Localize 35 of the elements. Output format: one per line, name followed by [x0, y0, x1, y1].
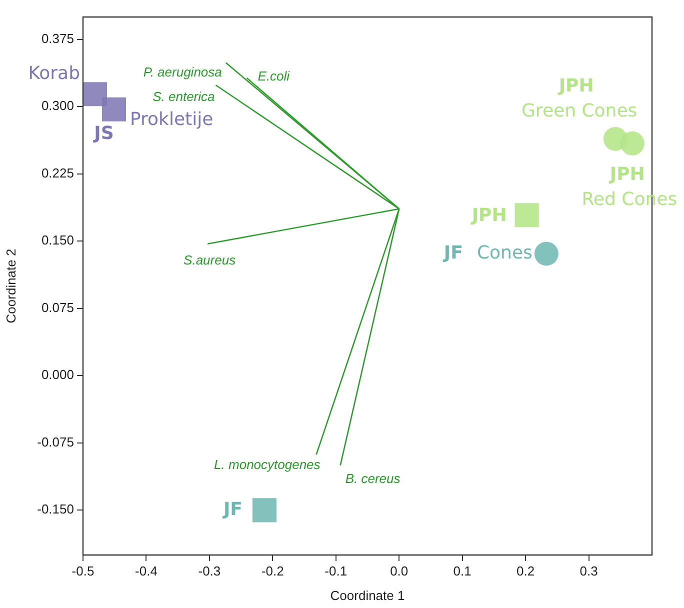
- annotation: JPH: [608, 164, 645, 186]
- x-tick-label: -0.4: [135, 563, 158, 578]
- series-label: S. enterica: [152, 88, 215, 104]
- x-tick-label: 0.1: [453, 563, 472, 578]
- x-tick-label: -0.2: [261, 563, 284, 578]
- y-tick-label: 0.150: [41, 232, 74, 248]
- annotation: JF: [442, 242, 463, 264]
- series-label: Korab: [28, 62, 80, 84]
- y-tick-label: -0.150: [37, 502, 74, 517]
- series-label: L. monocytogenes: [214, 457, 321, 472]
- annotation: JPH: [556, 76, 594, 97]
- x-tick-label: -0.3: [198, 563, 221, 578]
- series-label: Green Cones: [521, 100, 638, 122]
- annotation: JS: [92, 123, 114, 144]
- x-tick-label: -0.5: [72, 563, 94, 578]
- x-axis-title: Coordinate 1: [330, 588, 405, 603]
- series-label: P. aeruginosa: [143, 64, 222, 80]
- y-tick-label: -0.075: [37, 434, 74, 450]
- y-tick-label: 0.300: [41, 98, 74, 114]
- y-tick-label: 0.075: [41, 300, 74, 315]
- y-tick-label: 0.225: [41, 165, 74, 180]
- series-label: S.aureus: [184, 252, 236, 268]
- series-label: E.coli: [258, 68, 291, 84]
- y-axis-title: Coordinate 2: [3, 248, 18, 324]
- series-label: Prokletije: [130, 109, 214, 130]
- x-tick-label: -0.1: [324, 563, 348, 578]
- annotation: JF: [221, 498, 242, 520]
- series-label: B. cereus: [345, 470, 401, 486]
- y-tick-label: 0.375: [41, 30, 74, 46]
- annotation: JPH: [470, 204, 507, 226]
- x-tick-label: 0.2: [516, 563, 535, 578]
- x-tick-label: 0.0: [390, 563, 408, 578]
- series-label: Cones: [476, 242, 532, 264]
- x-tick-label: 0.3: [580, 563, 598, 578]
- y-tick-label: 0.000: [41, 367, 74, 382]
